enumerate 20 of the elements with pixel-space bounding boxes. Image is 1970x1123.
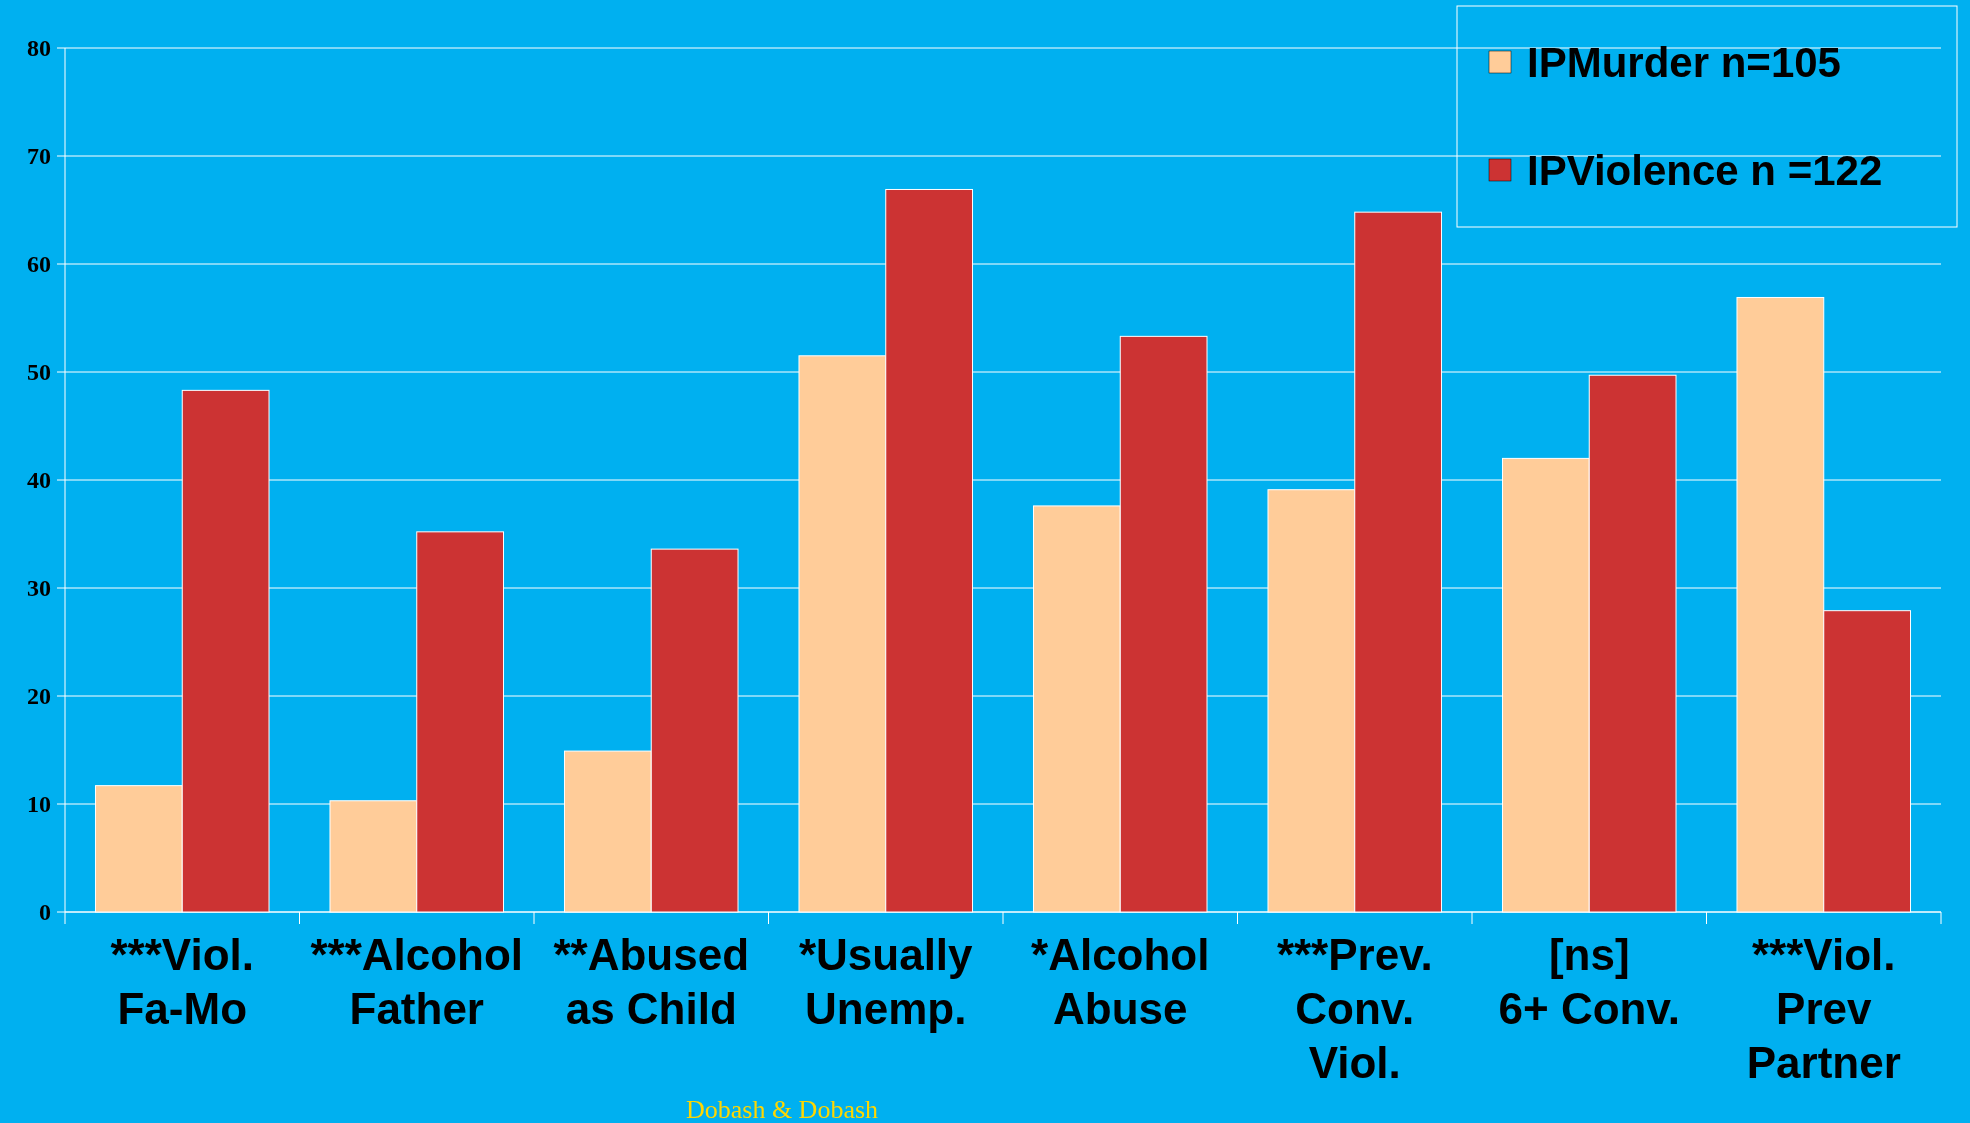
y-tick-label: 80	[27, 35, 51, 62]
legend-label: IPViolence n =122	[1527, 146, 1883, 194]
y-tick-label: 30	[27, 575, 51, 602]
x-tick-label: **Abused as Child	[553, 930, 750, 1033]
x-tick-label: ***Prev. Conv. Viol.	[1276, 930, 1433, 1087]
y-tick-label: 50	[27, 359, 51, 386]
x-tick-label: [ns] 6+ Conv.	[1498, 930, 1680, 1033]
legend-label: IPMurder n=105	[1527, 38, 1841, 86]
y-tick-label: 20	[27, 683, 51, 710]
x-tick-label: *Usually Unemp.	[798, 930, 974, 1033]
text: Dobash & Dobash	[685, 1095, 879, 1123]
x-tick-label: ***Viol. Fa-Mo	[110, 930, 254, 1033]
y-tick-label: 40	[27, 467, 51, 494]
x-tick-label: *Alcohol Abuse	[1031, 930, 1210, 1033]
y-tick-label: 0	[39, 899, 51, 926]
x-tick-label: ***Alcohol Father	[310, 930, 524, 1033]
y-tick-label: 10	[27, 791, 51, 818]
x-tick-label: ***Viol. Prev Partner	[1746, 930, 1901, 1087]
y-tick-label: 60	[27, 251, 51, 278]
y-tick-label: 70	[27, 143, 51, 170]
